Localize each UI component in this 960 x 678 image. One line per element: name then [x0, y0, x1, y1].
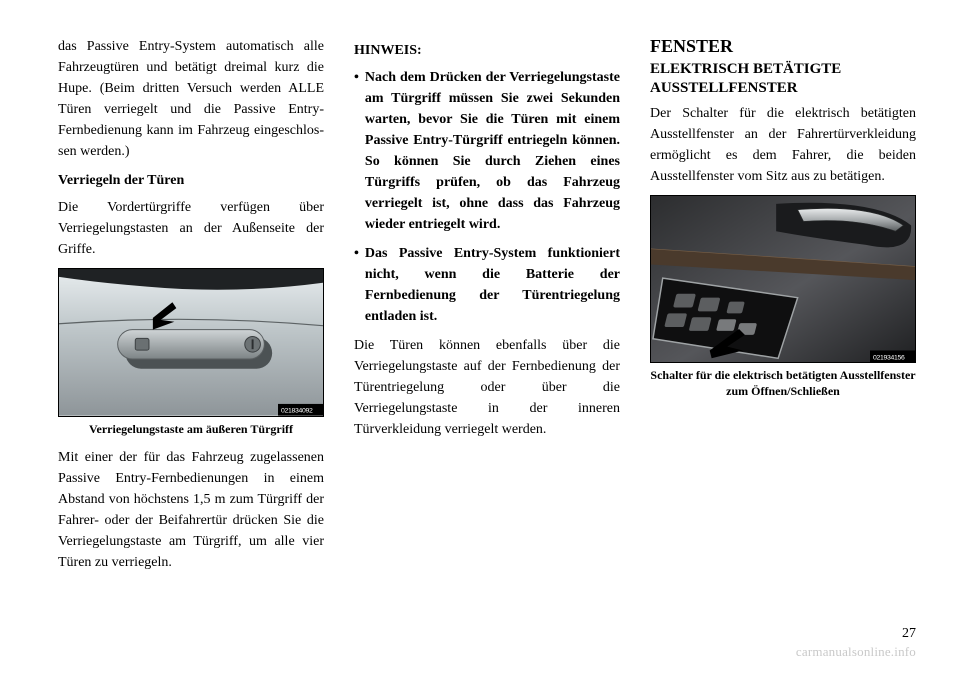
subheading-line-1: ELEKTRISCH BETÄTIGTE	[650, 61, 916, 78]
subheading-line-2: AUSSTELLFENSTER	[650, 80, 916, 97]
col1-heading-lock: Verriegeln der Türen	[58, 170, 324, 191]
bullet-2-text: Das Passive Entry-System funk­tioniert n…	[365, 243, 620, 327]
columns: das Passive Entry-System automa­tisch al…	[58, 36, 916, 622]
figure-caption-1: Verriegelungstaste am äußeren Türgriff	[58, 421, 324, 437]
col2-para-1: Die Türen können ebenfalls über die Verr…	[354, 335, 620, 440]
bullet-1: • Nach dem Drücken der Verrie­gelungstas…	[354, 67, 620, 235]
column-2: HINWEIS: • Nach dem Drücken der Verrie­g…	[354, 36, 620, 622]
figure-number-2: 021934156	[873, 354, 905, 361]
page: das Passive Entry-System automa­tisch al…	[0, 0, 960, 678]
watermark: carmanualsonline.info	[796, 644, 916, 660]
figure-window-switch: 021934156	[650, 195, 916, 363]
hinweis-heading: HINWEIS:	[354, 40, 620, 61]
col1-para-2: Die Vordertürgriffe verfügen über Verrie…	[58, 197, 324, 260]
figure-caption-2: Schalter für die elektrisch betätigten A…	[650, 367, 916, 399]
bullet-dot-icon: •	[354, 243, 359, 327]
bullet-1-text: Nach dem Drücken der Verrie­gelungstaste…	[365, 67, 620, 235]
col3-para-1: Der Schalter für die elektrisch betä­tig…	[650, 103, 916, 187]
heading-fenster: FENSTER	[650, 36, 916, 57]
column-3: FENSTER ELEKTRISCH BETÄTIGTE AUSSTELLFEN…	[650, 36, 916, 622]
page-footer: 27 carmanualsonline.info	[58, 626, 916, 660]
column-1: das Passive Entry-System automa­tisch al…	[58, 36, 324, 622]
col1-para-3: Mit einer der für das Fahrzeug zugelas­s…	[58, 447, 324, 573]
bullet-2: • Das Passive Entry-System funk­tioniert…	[354, 243, 620, 327]
col1-para-1: das Passive Entry-System automa­tisch al…	[58, 36, 324, 162]
bullet-dot-icon: •	[354, 67, 359, 235]
figure-door-handle: 021834092	[58, 268, 324, 417]
figure-number-1: 021834092	[281, 408, 313, 415]
page-number: 27	[902, 626, 916, 642]
